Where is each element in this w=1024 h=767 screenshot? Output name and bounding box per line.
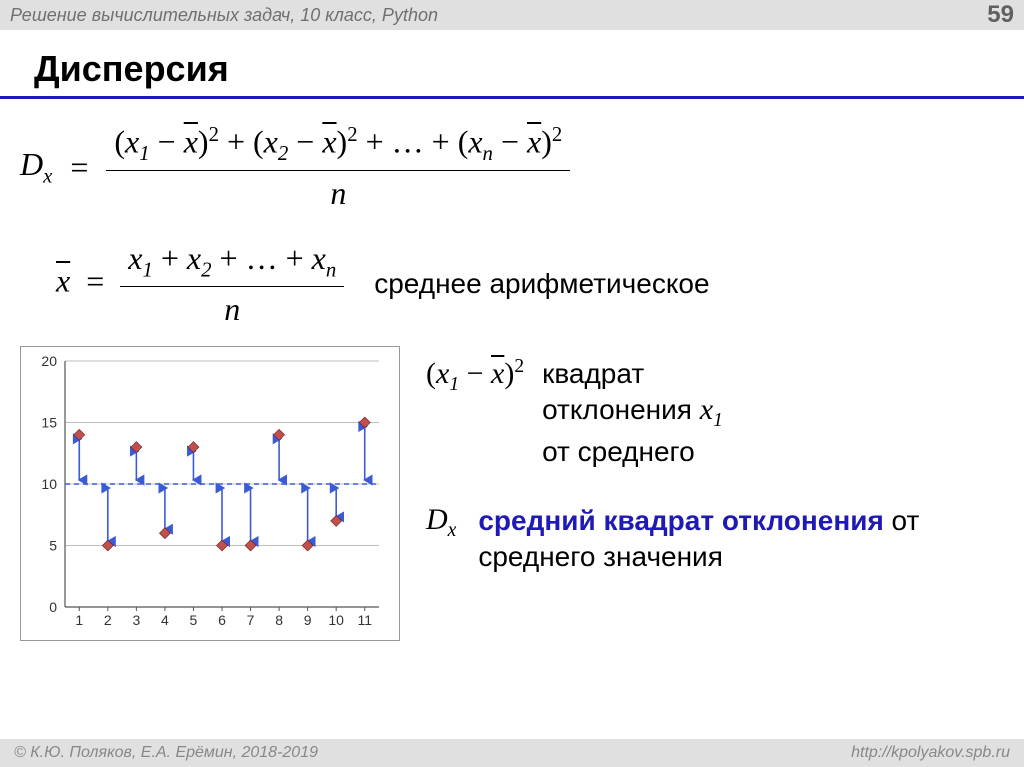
content-area: Dx = (x1 − x)2 + (x2 − x)2 + … + (xn − x… — [0, 99, 1024, 641]
svg-text:7: 7 — [247, 612, 255, 628]
variance-formula: Dx = (x1 − x)2 + (x2 − x)2 + … + (xn − x… — [20, 123, 1004, 212]
svg-text:5: 5 — [49, 538, 57, 554]
sqdev-text: квадрат отклонения x1 от среднего — [542, 356, 723, 468]
deviation-chart: 0 5 10 15 20 1 2 3 4 5 6 7 8 9 10 11 — [20, 346, 400, 641]
svg-text:15: 15 — [41, 415, 57, 431]
svg-text:5: 5 — [190, 612, 198, 628]
mean-formula: x = x1 + x2 + … + xn n — [56, 240, 344, 328]
sqdev-expr: (x1 − x)2 — [426, 356, 524, 396]
chart-svg: 0 5 10 15 20 1 2 3 4 5 6 7 8 9 10 11 — [29, 353, 389, 633]
header-bar: Решение вычислительных задач, 10 класс, … — [0, 0, 1024, 30]
footer-bar: © К.Ю. Поляков, Е.А. Ерёмин, 2018-2019 h… — [0, 739, 1024, 767]
svg-text:10: 10 — [41, 476, 57, 492]
sqdev-row: (x1 − x)2 квадрат отклонения x1 от средн… — [426, 356, 1004, 468]
lower-block: 0 5 10 15 20 1 2 3 4 5 6 7 8 9 10 11 (x1 − x)2 квадрат … — [20, 346, 1004, 641]
page-number: 59 — [987, 1, 1014, 29]
svg-text:0: 0 — [49, 599, 57, 615]
header-subtitle: Решение вычислительных задач, 10 класс, … — [10, 5, 438, 26]
dx-row: Dx средний квадрат отклонения от среднег… — [426, 503, 1004, 576]
page-title: Дисперсия — [0, 30, 1024, 96]
svg-text:11: 11 — [357, 612, 372, 628]
svg-text:3: 3 — [132, 612, 140, 628]
svg-text:8: 8 — [275, 612, 283, 628]
dx-symbol: Dx — [426, 503, 456, 542]
dx-text: средний квадрат отклонения от среднего з… — [478, 503, 1004, 576]
svg-text:4: 4 — [161, 612, 169, 628]
mean-label: среднее арифметическое — [374, 268, 709, 300]
svg-text:10: 10 — [328, 612, 344, 628]
footer-copyright: © К.Ю. Поляков, Е.А. Ерёмин, 2018-2019 — [14, 744, 318, 762]
svg-text:9: 9 — [304, 612, 312, 628]
footer-url: http://kpolyakov.spb.ru — [851, 744, 1010, 762]
explanations: (x1 − x)2 квадрат отклонения x1 от средн… — [426, 346, 1004, 641]
mean-formula-row: x = x1 + x2 + … + xn n среднее арифметич… — [20, 240, 1004, 328]
svg-text:20: 20 — [41, 353, 57, 369]
svg-text:2: 2 — [104, 612, 112, 628]
svg-text:6: 6 — [218, 612, 226, 628]
svg-text:1: 1 — [75, 612, 83, 628]
